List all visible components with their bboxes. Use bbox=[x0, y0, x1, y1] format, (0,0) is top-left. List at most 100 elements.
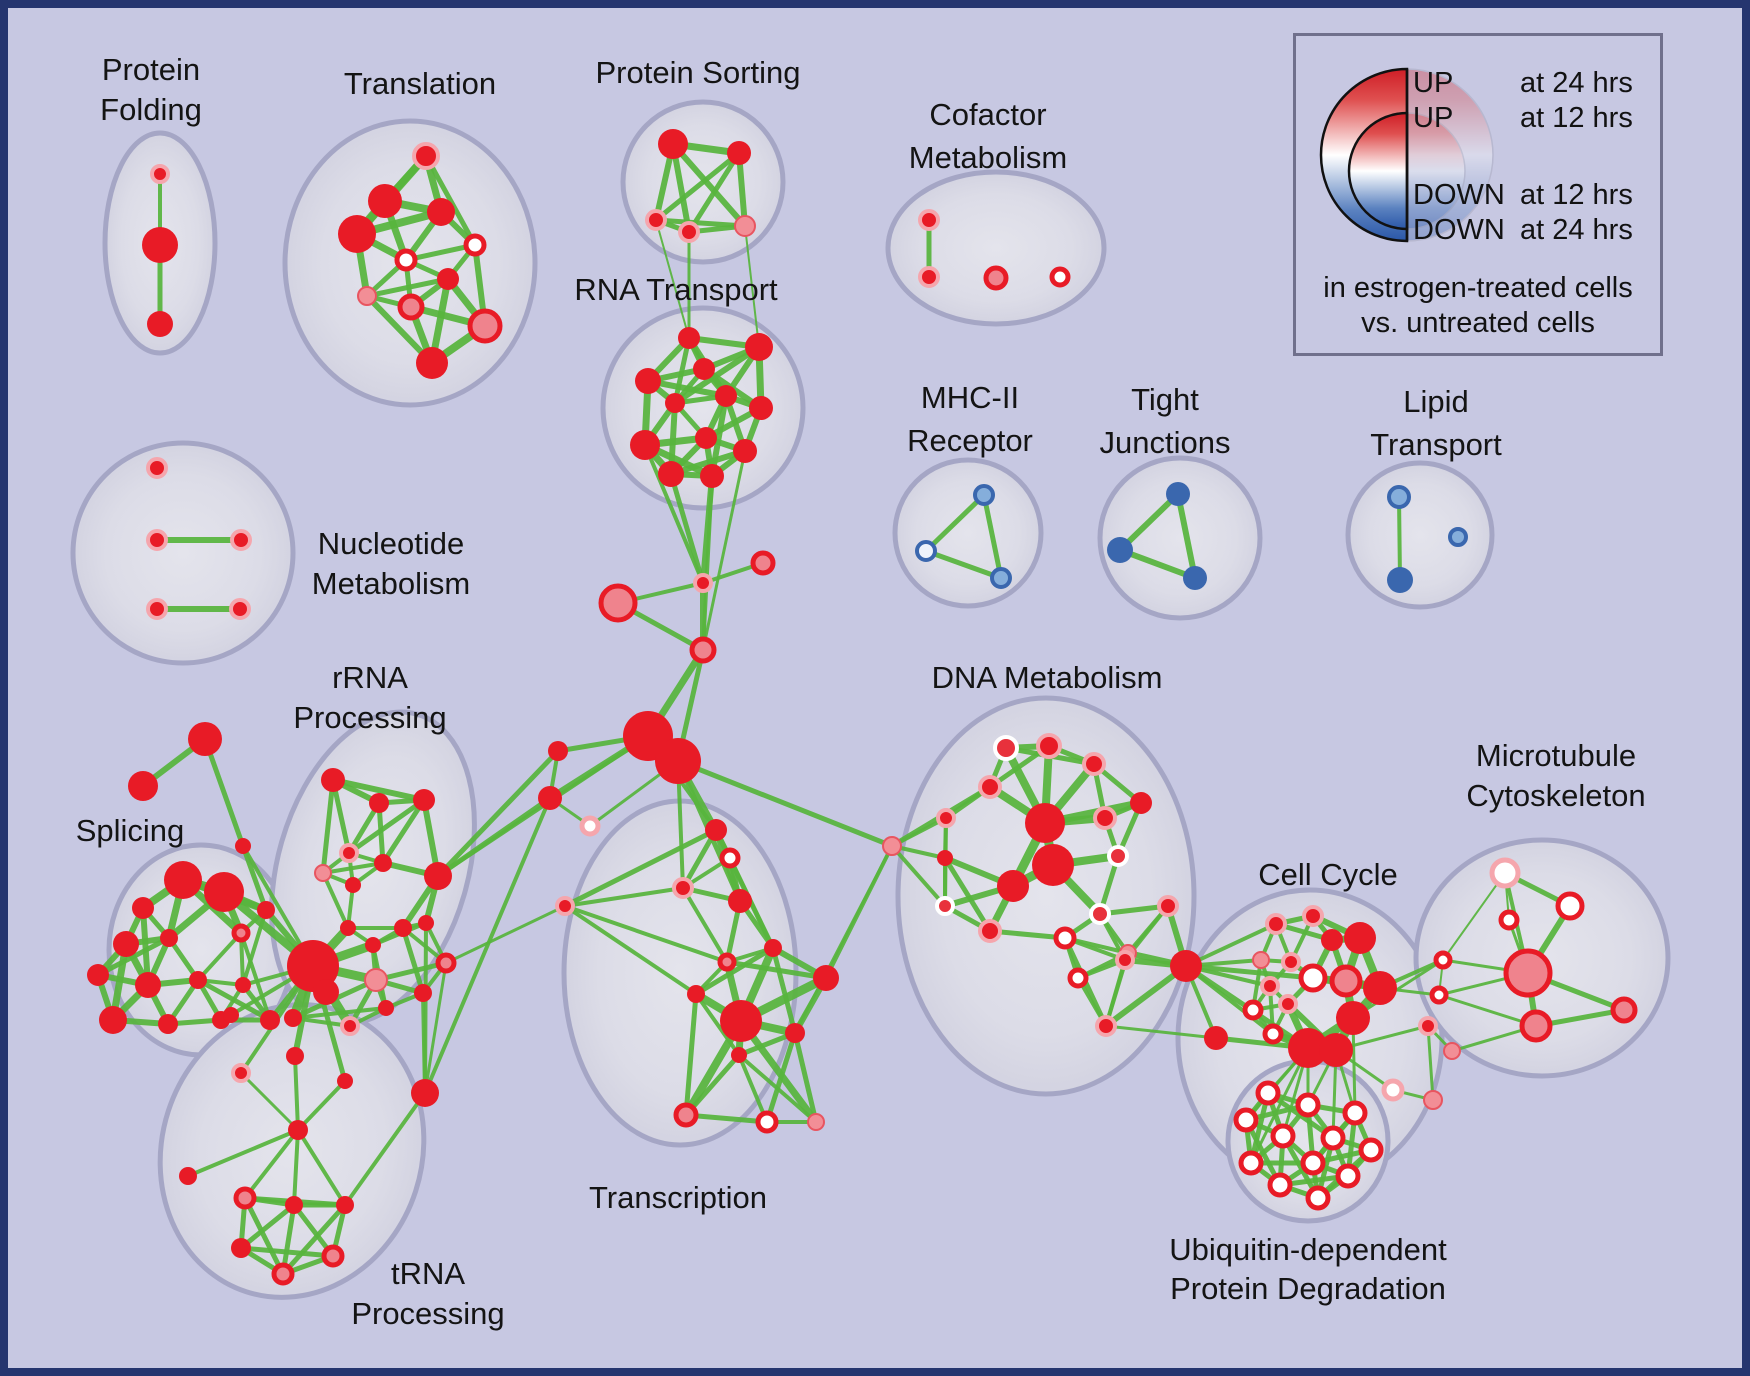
edge bbox=[403, 242, 478, 263]
edge bbox=[292, 1128, 300, 1207]
node-tn12 bbox=[271, 1262, 295, 1286]
cluster-ellipse-nucleotide-metabolism bbox=[70, 440, 296, 666]
node-sp11 bbox=[235, 977, 251, 993]
node-ps3 bbox=[645, 209, 667, 231]
cluster-label-trna-processing: Processing bbox=[351, 1296, 504, 1331]
edge bbox=[643, 443, 705, 585]
node-tr8 bbox=[813, 965, 839, 991]
node-d16 bbox=[1053, 926, 1077, 950]
node-r4 bbox=[339, 843, 359, 863]
edge bbox=[1437, 993, 1538, 1028]
node-c7 bbox=[579, 815, 601, 837]
edge bbox=[563, 904, 729, 964]
node-r9 bbox=[394, 919, 412, 937]
node-lt1 bbox=[1387, 485, 1411, 509]
node-cc14 bbox=[1288, 1028, 1328, 1068]
node-u7 bbox=[1358, 1137, 1384, 1163]
node-c1 bbox=[598, 583, 638, 623]
node-u4 bbox=[1233, 1107, 1259, 1133]
edge bbox=[744, 225, 760, 348]
node-r18 bbox=[284, 1009, 302, 1027]
edge bbox=[770, 945, 798, 1036]
legend-footnote-line1: in estrogen-treated cells bbox=[1323, 272, 1633, 304]
node-ps5 bbox=[734, 215, 756, 237]
node-sp10 bbox=[189, 971, 207, 989]
node-mc7 bbox=[1519, 1009, 1553, 1043]
node-cm4 bbox=[1049, 266, 1071, 288]
node-nm3 bbox=[230, 529, 252, 551]
cluster-label-rna-transport: RNA Transport bbox=[574, 272, 778, 307]
node-r7 bbox=[345, 877, 361, 893]
node-tn7 bbox=[233, 1186, 257, 1210]
node-cc6 bbox=[1281, 952, 1301, 972]
edge bbox=[981, 492, 1004, 581]
node-tr13 bbox=[673, 1102, 699, 1128]
node-hubB bbox=[655, 738, 701, 784]
node-t1 bbox=[412, 142, 440, 170]
edge bbox=[444, 904, 567, 965]
legend-row-down-12h: DOWN at 12 hrs bbox=[1296, 179, 1660, 213]
node-sx1 bbox=[188, 722, 222, 756]
node-tr2 bbox=[719, 847, 741, 869]
cluster-label-protein-sorting: Protein Sorting bbox=[595, 55, 800, 90]
node-r12 bbox=[365, 937, 381, 953]
node-c6 bbox=[538, 786, 562, 810]
node-cc18 bbox=[1423, 1090, 1443, 1110]
node-sx2 bbox=[128, 771, 158, 801]
node-u3 bbox=[1342, 1100, 1368, 1126]
node-cc16 bbox=[1336, 1001, 1370, 1035]
node-d3 bbox=[1082, 752, 1106, 776]
node-mc10 bbox=[1443, 1042, 1461, 1060]
node-r8 bbox=[424, 862, 452, 890]
node-t3 bbox=[427, 198, 455, 226]
node-c4 bbox=[689, 636, 717, 664]
node-mc3 bbox=[1498, 909, 1520, 931]
node-b1 bbox=[1170, 950, 1202, 982]
node-tn2 bbox=[286, 1047, 304, 1065]
node-mc4 bbox=[1503, 948, 1553, 998]
node-r16 bbox=[378, 1000, 394, 1016]
node-tn9 bbox=[336, 1196, 354, 1214]
cluster-label-microtubule-cytoskeleton: Microtubule bbox=[1476, 738, 1636, 773]
edge bbox=[1104, 1024, 1218, 1040]
node-d7 bbox=[937, 850, 953, 866]
node-rt2 bbox=[745, 333, 773, 361]
edge bbox=[1117, 491, 1181, 553]
node-d15 bbox=[978, 919, 1002, 943]
node-t5 bbox=[463, 233, 487, 257]
node-tr14 bbox=[755, 1110, 779, 1134]
edge bbox=[709, 393, 729, 479]
cluster-label-ubiquitin-dependent-protein-degradation: Ubiquitin-dependent bbox=[1169, 1232, 1447, 1267]
node-d17 bbox=[1089, 903, 1111, 925]
edge bbox=[186, 1128, 300, 1178]
nodes-layer bbox=[87, 129, 1638, 1286]
edge bbox=[1351, 958, 1445, 1020]
node-rt8 bbox=[630, 430, 660, 460]
edge bbox=[1426, 1024, 1435, 1102]
edge bbox=[736, 150, 748, 229]
node-nm2 bbox=[146, 529, 168, 551]
node-sp13 bbox=[158, 1014, 178, 1034]
edge bbox=[1249, 1046, 1310, 1165]
cluster-label-cofactor-metabolism: Metabolism bbox=[909, 140, 1068, 175]
cluster-labels-layer: Protein Folding Translation Protein Sorting… bbox=[76, 52, 1646, 1331]
node-tr9 bbox=[687, 985, 705, 1003]
node-r6 bbox=[374, 854, 392, 872]
node-t10 bbox=[467, 308, 503, 344]
edge bbox=[683, 991, 699, 1118]
edge bbox=[737, 1053, 818, 1124]
node-pf1 bbox=[150, 164, 170, 184]
edge bbox=[423, 796, 552, 1095]
node-d11 bbox=[1093, 806, 1117, 830]
node-t6 bbox=[394, 248, 418, 272]
node-sp1 bbox=[164, 861, 202, 899]
cluster-label-translation: Translation bbox=[344, 66, 496, 101]
node-tr15 bbox=[807, 1113, 825, 1131]
node-tr5 bbox=[555, 896, 575, 916]
cluster-label-lipid-transport: Transport bbox=[1370, 427, 1502, 462]
legend-box: UP at 24 hrs UP at 12 hrs DOWN at 12 hrs… bbox=[1293, 33, 1663, 356]
node-sp3 bbox=[132, 897, 154, 919]
edge bbox=[423, 921, 428, 1095]
node-u6 bbox=[1320, 1125, 1346, 1151]
edge bbox=[683, 1112, 770, 1125]
